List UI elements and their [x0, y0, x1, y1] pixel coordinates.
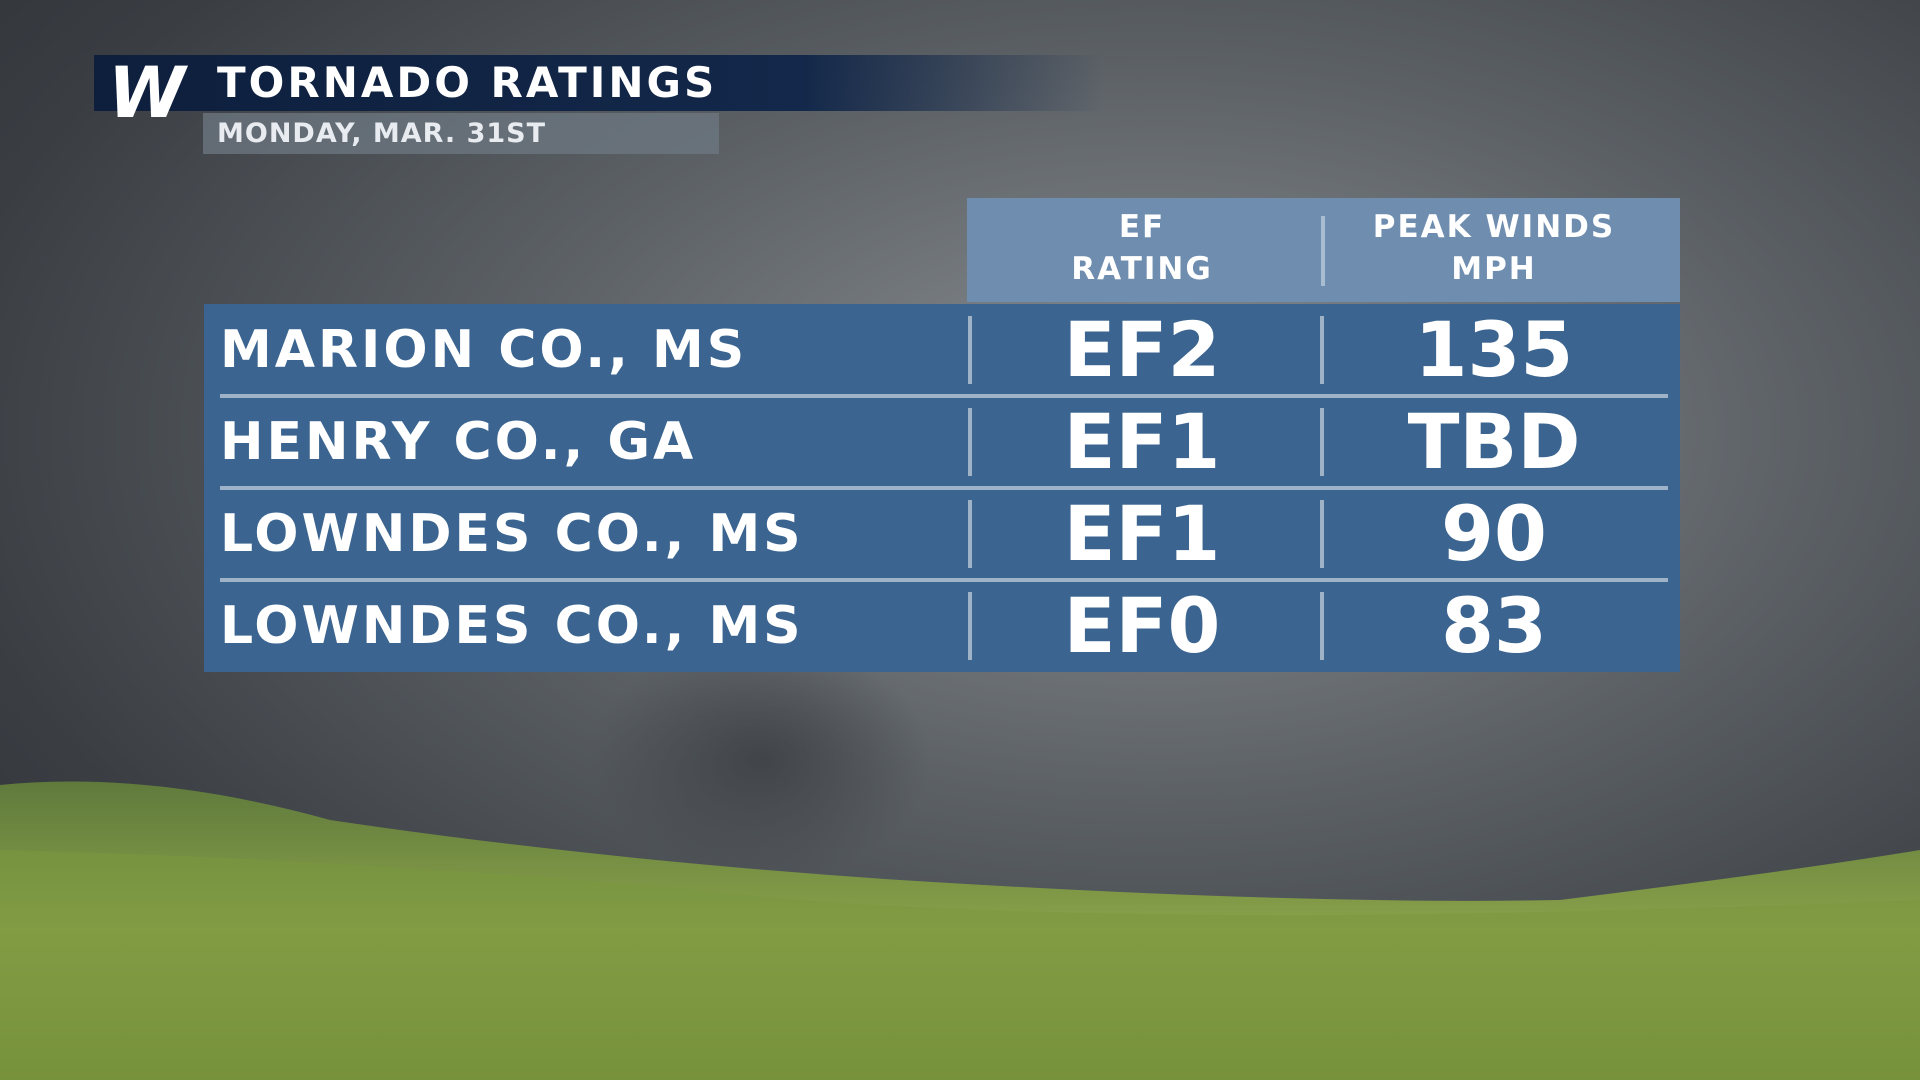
column-header-line: EF — [1118, 209, 1166, 245]
peak-winds: 135 — [1414, 305, 1574, 394]
row-separator — [220, 486, 1668, 490]
location: LOWNDES CO., MS — [220, 596, 804, 656]
column-header-line: PEAK WINDS — [1372, 209, 1616, 245]
divider — [968, 408, 972, 476]
subtitle-bar — [203, 113, 719, 154]
table-row: HENRY CO., GA EF1 TBD — [204, 396, 1680, 488]
table-header: EF RATING PEAK WINDS MPH — [967, 198, 1680, 302]
column-header-line: MPH — [1451, 251, 1537, 287]
divider — [968, 592, 972, 660]
row-separator — [220, 578, 1668, 582]
divider — [1320, 316, 1324, 384]
divider — [968, 316, 972, 384]
header-bar — [94, 55, 1104, 111]
logo: W — [108, 52, 185, 134]
divider — [1320, 408, 1324, 476]
column-header-line: RATING — [1071, 251, 1213, 287]
subtitle: MONDAY, MAR. 31ST — [217, 118, 547, 149]
column-header: EF RATING — [967, 206, 1317, 290]
location: HENRY CO., GA — [220, 412, 697, 472]
divider — [1320, 500, 1324, 568]
divider — [1321, 216, 1325, 286]
ef-rating: EF2 — [1063, 305, 1221, 394]
divider — [968, 500, 972, 568]
title: TORNADO RATINGS — [217, 58, 718, 107]
ef-rating: EF1 — [1063, 489, 1221, 578]
ef-rating: EF1 — [1063, 397, 1221, 486]
peak-winds: 83 — [1441, 581, 1547, 670]
peak-winds: 90 — [1441, 489, 1547, 578]
table-row: LOWNDES CO., MS EF0 83 — [204, 580, 1680, 672]
location: LOWNDES CO., MS — [220, 504, 804, 564]
divider — [1320, 592, 1324, 660]
table-row: LOWNDES CO., MS EF1 90 — [204, 488, 1680, 580]
ef-rating: EF0 — [1063, 581, 1221, 670]
table-row: MARION CO., MS EF2 135 — [204, 304, 1680, 396]
peak-winds: TBD — [1407, 397, 1581, 486]
location: MARION CO., MS — [220, 320, 748, 380]
column-header: PEAK WINDS MPH — [1319, 206, 1669, 290]
table-body: MARION CO., MS EF2 135 HENRY CO., GA EF1 TBD L… — [204, 304, 1680, 672]
row-separator — [220, 394, 1668, 398]
